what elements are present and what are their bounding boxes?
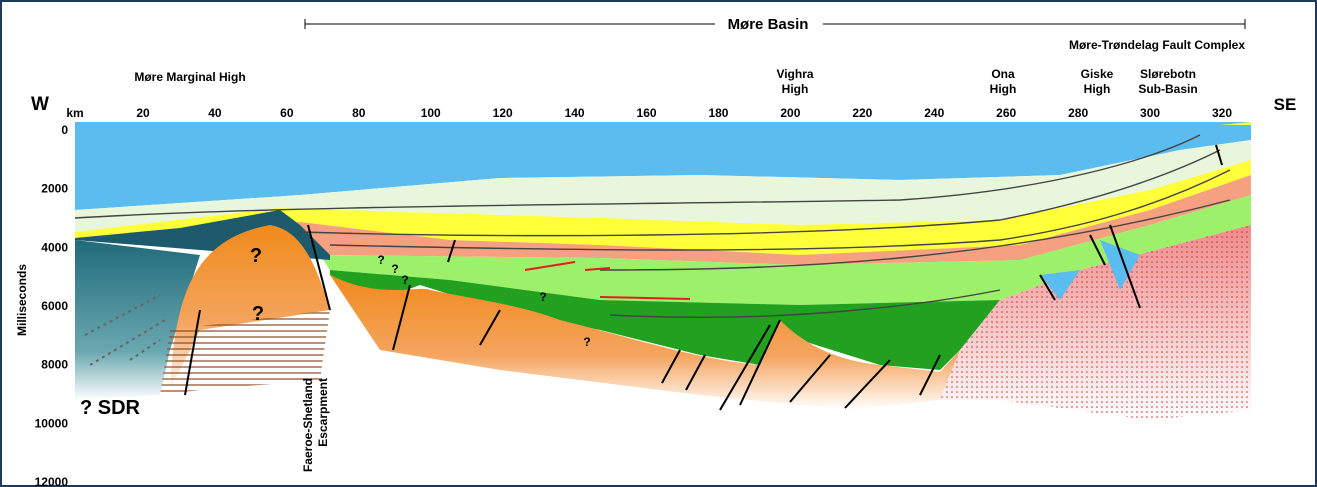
- cross-section: Møre Basin Møre-Trøndelag Fault Complex …: [0, 0, 1317, 487]
- unknown-mark: ?: [250, 245, 262, 267]
- x-unit: km: [66, 106, 83, 120]
- x-tick-label: 100: [421, 106, 441, 120]
- escarpment-label: Faeroe-Shetland: [301, 378, 315, 472]
- x-tick-label: 120: [493, 106, 513, 120]
- west-label: W: [31, 94, 49, 115]
- region-label: Giske: [1081, 67, 1114, 81]
- unknown-mark: ?: [401, 273, 408, 287]
- x-tick-label: 260: [996, 106, 1016, 120]
- east-label: SE: [1274, 95, 1297, 114]
- unknown-mark: ?: [377, 253, 384, 267]
- sdr-label: ? SDR: [80, 397, 141, 419]
- y-tick-label: 12000: [35, 475, 69, 487]
- y-tick-label: 4000: [41, 240, 68, 254]
- y-tick-label: 2000: [41, 182, 68, 196]
- x-tick-label: 220: [852, 106, 872, 120]
- unknown-mark: ?: [583, 335, 590, 349]
- title: Møre Basin: [728, 16, 809, 33]
- y-tick-label: 8000: [41, 358, 68, 372]
- x-tick-label: 160: [637, 106, 657, 120]
- x-tick-label: 20: [136, 106, 150, 120]
- unknown-mark: ?: [252, 303, 264, 325]
- region-label: Sub-Basin: [1138, 82, 1197, 96]
- escarpment-label: Escarpment: [316, 378, 330, 447]
- region-label: Slørebotn: [1140, 67, 1196, 81]
- region-label: High: [1084, 82, 1111, 96]
- y-axis-label: Milliseconds: [15, 264, 29, 336]
- region-label: High: [782, 82, 809, 96]
- x-tick-label: 140: [565, 106, 585, 120]
- y-tick-label: 6000: [41, 299, 68, 313]
- region-label: Ona: [991, 67, 1015, 81]
- x-tick-label: 300: [1140, 106, 1160, 120]
- region-label: Møre Marginal High: [134, 70, 245, 84]
- x-tick-label: 280: [1068, 106, 1088, 120]
- unknown-mark: ?: [391, 262, 398, 276]
- y-tick-label: 0: [61, 123, 68, 137]
- y-tick-label: 10000: [35, 416, 69, 430]
- subtitle: Møre-Trøndelag Fault Complex: [1069, 38, 1245, 52]
- unknown-mark: ?: [539, 290, 546, 304]
- x-tick-label: 40: [208, 106, 222, 120]
- layers: [75, 122, 1251, 480]
- region-label: High: [990, 82, 1017, 96]
- x-tick-label: 180: [708, 106, 728, 120]
- x-tick-label: 80: [352, 106, 366, 120]
- x-tick-label: 320: [1212, 106, 1232, 120]
- x-tick-label: 240: [924, 106, 944, 120]
- x-tick-label: 200: [780, 106, 800, 120]
- x-tick-label: 60: [280, 106, 294, 120]
- region-label: Vighra: [776, 67, 813, 81]
